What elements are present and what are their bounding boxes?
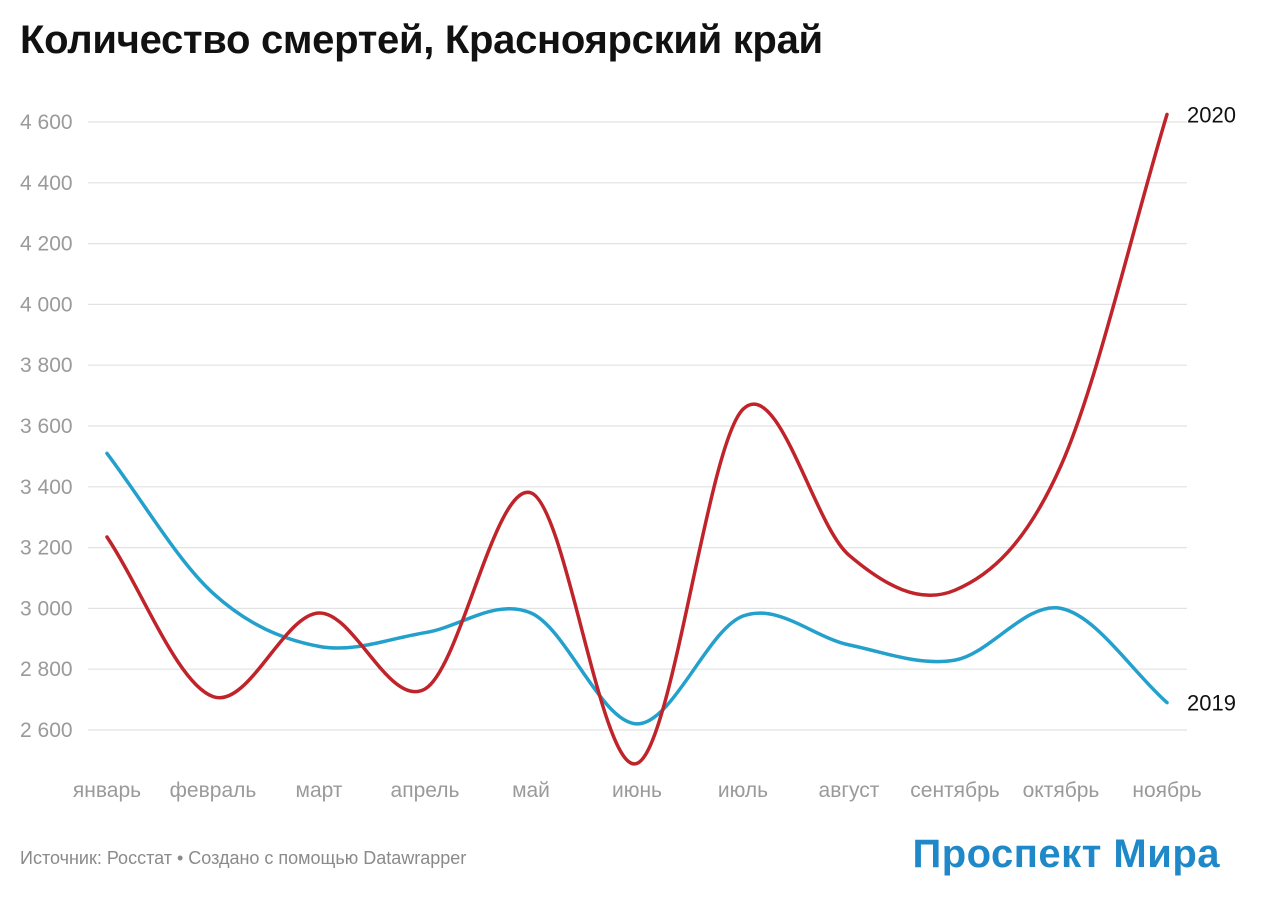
y-tick-label: 4 400 <box>20 172 73 195</box>
series-line-2020 <box>105 112 1169 766</box>
x-tick-label: апрель <box>391 779 460 802</box>
y-tick-label: 2 600 <box>20 719 73 742</box>
y-tick-label: 2 800 <box>20 658 73 681</box>
y-tick-label: 3 000 <box>20 597 73 620</box>
y-tick-label: 3 800 <box>20 354 73 377</box>
x-tick-label: февраль <box>170 779 257 802</box>
y-tick-label: 4 600 <box>20 111 73 134</box>
y-axis-labels: 2 600 2 800 3 000 3 200 3 400 3 600 3 800 4 000… <box>20 111 73 742</box>
y-tick-label: 4 000 <box>20 293 73 316</box>
chart-title: Количество смертей, Красноярский край <box>20 18 823 62</box>
x-tick-label: сентябрь <box>910 779 999 802</box>
x-tick-label: март <box>296 779 343 802</box>
x-tick-label: октябрь <box>1023 779 1100 802</box>
y-tick-label: 4 200 <box>20 233 73 256</box>
grid-layer <box>88 121 1187 731</box>
y-tick-label: 3 200 <box>20 537 73 560</box>
x-tick-label: ноябрь <box>1132 779 1201 802</box>
x-tick-label: июнь <box>612 779 662 802</box>
y-tick-label: 3 400 <box>20 476 73 499</box>
series-layer <box>105 112 1169 766</box>
y-tick-label: 3 600 <box>20 415 73 438</box>
x-tick-label: июль <box>718 779 768 802</box>
x-tick-label: август <box>819 779 880 802</box>
series-label-2020: 2020 <box>1187 102 1236 127</box>
series-line-2019 <box>105 451 1169 726</box>
series-label-2019: 2019 <box>1187 691 1236 716</box>
x-tick-label: май <box>512 779 550 802</box>
x-tick-label: январь <box>73 779 141 802</box>
source-note: Источник: Росстат • Создано с помощью Da… <box>20 848 467 868</box>
x-axis-labels: январь февраль март апрель май июнь июль август… <box>73 779 1202 802</box>
series-labels: 2019 2020 <box>1187 102 1236 715</box>
brand-logo[interactable]: Проспект Мира <box>912 832 1220 876</box>
